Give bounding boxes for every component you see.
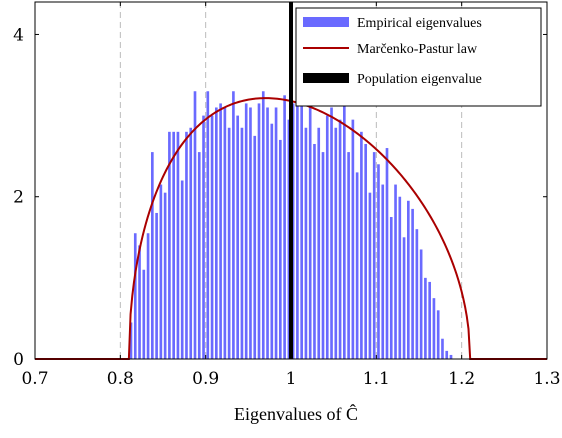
- legend-label: Empirical eigenvalues: [357, 16, 482, 31]
- histogram-bar: [257, 103, 261, 359]
- histogram-bar: [189, 127, 193, 360]
- histogram-bar: [202, 115, 205, 359]
- histogram-bar: [415, 229, 419, 359]
- histogram-bar: [385, 148, 389, 359]
- histogram-bar: [159, 184, 163, 359]
- histogram-bar: [219, 103, 222, 359]
- histogram-bar: [355, 172, 359, 359]
- histogram-bar: [334, 127, 338, 360]
- histogram-bar: [321, 152, 325, 359]
- y-tick-label: 0: [13, 350, 24, 370]
- histogram-bar: [330, 107, 333, 360]
- histogram-bar: [146, 233, 150, 359]
- histogram-bar: [317, 127, 321, 360]
- histogram-bar: [227, 127, 231, 360]
- histogram-bar: [215, 107, 218, 360]
- legend-swatch-population: [303, 73, 349, 83]
- x-tick-label: 1: [286, 369, 297, 389]
- y-tick-label: 4: [13, 25, 24, 45]
- histogram-bar: [419, 249, 423, 359]
- x-tick-label: 1.1: [363, 369, 390, 389]
- histogram-bar: [351, 119, 355, 359]
- histogram-bar: [313, 143, 316, 359]
- histogram-bar: [274, 107, 278, 360]
- histogram-bar: [163, 192, 167, 359]
- histogram-bar: [176, 131, 180, 359]
- tick-labels: 0.7 0.8 0.9 1 1.1 1.2 1.3 0 2 4: [13, 25, 560, 389]
- histogram-bar: [168, 131, 171, 359]
- histogram-bar: [151, 152, 154, 359]
- histogram-bar: [338, 119, 342, 359]
- histogram-bar: [155, 212, 158, 359]
- histogram-bar: [407, 200, 410, 359]
- histogram-bar: [283, 95, 286, 359]
- histogram-bar: [432, 298, 436, 359]
- histogram-bar: [449, 354, 453, 359]
- legend-label: Marčenko-Pastur law: [357, 42, 478, 57]
- legend-label: Population eigenvalue: [357, 72, 482, 87]
- histogram-bar: [304, 127, 308, 360]
- histogram-bar: [266, 107, 269, 360]
- histogram-bar: [308, 103, 312, 359]
- x-tick-label: 0.7: [21, 369, 48, 389]
- histogram-bar: [296, 91, 299, 359]
- histogram-bar: [424, 277, 427, 359]
- axis-ticks: [34, 2, 548, 360]
- histogram-bar: [394, 184, 397, 359]
- histogram-bar: [133, 233, 137, 359]
- histogram-bar: [381, 184, 385, 359]
- histogram-bar: [244, 103, 248, 359]
- histogram-bar: [402, 237, 406, 359]
- histogram-bar: [441, 338, 444, 359]
- histogram-bar: [445, 350, 449, 359]
- histogram-bar: [185, 131, 188, 359]
- histogram-bar: [389, 217, 393, 359]
- histogram-bar: [377, 164, 380, 359]
- histogram-bar: [197, 152, 201, 359]
- histogram-bar: [300, 103, 303, 359]
- x-tick-label: 1.3: [533, 369, 560, 389]
- histogram-bar: [343, 91, 346, 359]
- histogram-bar: [206, 91, 210, 359]
- histogram-bar: [291, 103, 295, 359]
- histogram-bar: [142, 269, 146, 359]
- histogram-bar: [138, 245, 141, 359]
- histogram-bar: [270, 123, 274, 359]
- histogram-bar: [172, 131, 175, 359]
- histogram-bar: [236, 115, 239, 359]
- histogram-bar: [193, 91, 197, 359]
- x-axis-title: Eigenvalues of Ĉ: [234, 403, 358, 424]
- histogram-bar: [261, 91, 265, 359]
- histogram-bar: [368, 192, 372, 359]
- histogram-bar: [364, 143, 367, 359]
- histogram-bar: [398, 196, 402, 359]
- histogram-bar: [253, 135, 257, 359]
- histogram-bar: [180, 180, 184, 359]
- histogram-bar: [287, 119, 291, 359]
- histogram-bars: [129, 91, 453, 360]
- x-tick-label: 0.9: [192, 369, 219, 389]
- histogram-bar: [240, 127, 244, 360]
- y-tick-label: 2: [13, 188, 24, 208]
- histogram-bar: [411, 208, 414, 359]
- x-tick-label: 0.8: [107, 369, 134, 389]
- histogram-bar: [325, 115, 329, 359]
- legend-swatch-empirical: [303, 17, 349, 27]
- histogram-bar: [347, 152, 350, 359]
- histogram-bar: [372, 152, 376, 359]
- histogram-bar: [223, 107, 227, 360]
- histogram-bar: [232, 91, 235, 359]
- histogram-bar: [210, 115, 214, 359]
- histogram-bar: [249, 107, 252, 360]
- histogram-bar: [428, 281, 431, 359]
- histogram-bar: [436, 310, 440, 359]
- histogram-bar: [129, 322, 133, 359]
- histogram-bar: [360, 131, 363, 359]
- histogram-bar: [279, 139, 282, 359]
- legend: Empirical eigenvalues Marčenko-Pastur law…: [295, 7, 542, 107]
- x-tick-label: 1.2: [448, 369, 475, 389]
